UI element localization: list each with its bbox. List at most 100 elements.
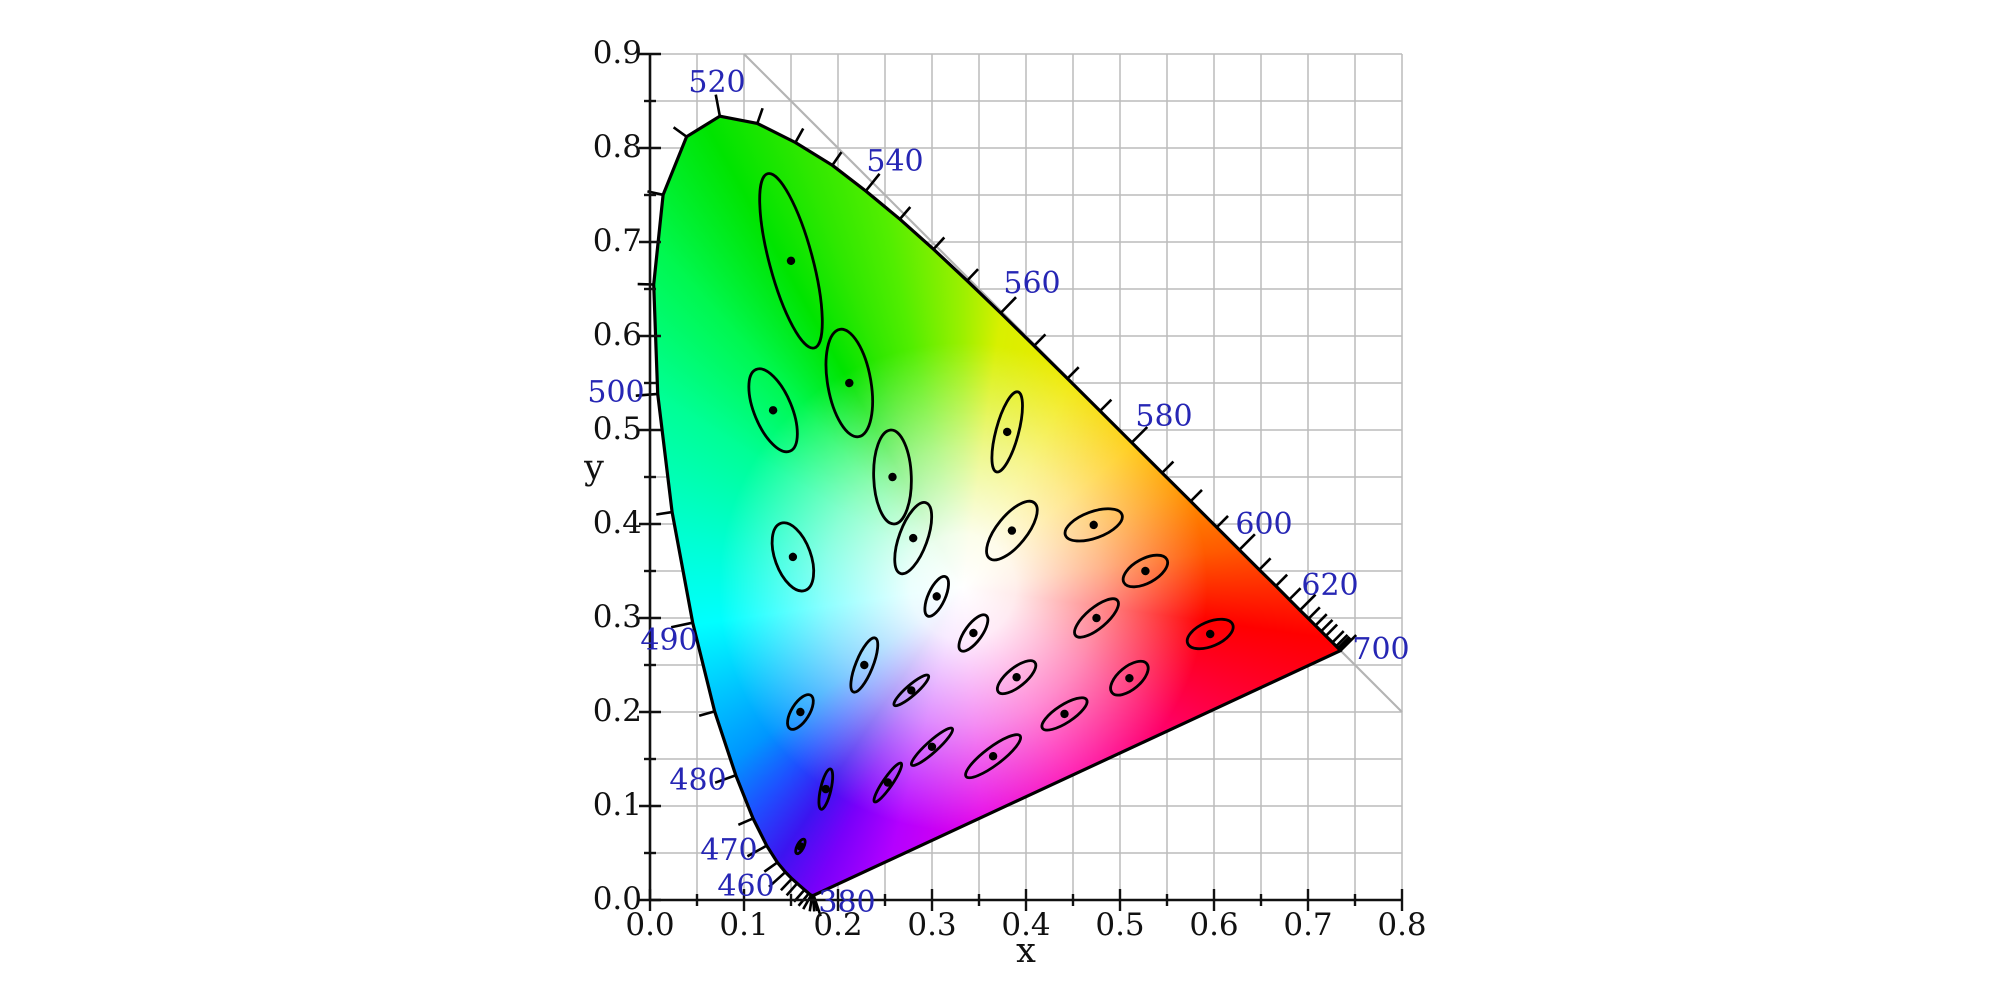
macadam-ellipse-group xyxy=(747,367,799,454)
wavelength-tick xyxy=(1339,634,1358,652)
wavelength-tick xyxy=(802,894,813,910)
ellipse-center-dot xyxy=(786,256,796,265)
macadam-ellipse-group xyxy=(817,767,835,811)
macadam-ellipse xyxy=(985,499,1039,562)
wavelength-label: 580 xyxy=(1135,399,1193,434)
macadam-ellipse-group xyxy=(872,428,913,526)
ellipse-center-dot xyxy=(1141,566,1150,576)
wavelength-tick xyxy=(746,844,768,858)
ellipse-center-dot xyxy=(845,378,854,388)
wavelength-label: 700 xyxy=(1352,632,1410,667)
ellipse-center-dot xyxy=(860,660,869,670)
wavelength-tick xyxy=(794,127,805,144)
macadam-ellipse-group xyxy=(909,726,955,767)
macadam-ellipse xyxy=(1063,507,1124,543)
wavelength-tick xyxy=(785,882,799,897)
wavelength-tick xyxy=(1324,623,1339,637)
y-tick-label: 0.3 xyxy=(592,599,642,635)
ellipse-center-dot xyxy=(821,784,830,794)
macadam-ellipse xyxy=(996,659,1038,696)
wavelength-label: 470 xyxy=(700,833,758,868)
x-tick-label: 0.8 xyxy=(1377,907,1427,943)
macadam-ellipse-group xyxy=(964,733,1023,780)
macadam-ellipse xyxy=(849,636,880,694)
x-tick-label: 0.1 xyxy=(719,907,769,943)
macadam-ellipse-group xyxy=(1109,659,1150,697)
ellipse-center-dot xyxy=(1060,709,1069,719)
macadam-ellipse xyxy=(964,733,1023,780)
y-tick-label: 0.2 xyxy=(592,693,642,729)
ellipse-center-dot xyxy=(888,472,897,482)
macadam-ellipse-group xyxy=(770,521,816,593)
wavelength-tick xyxy=(831,151,843,167)
macadam-ellipse xyxy=(747,367,799,454)
wavelength-tick xyxy=(1335,633,1349,648)
x-axis-title: x xyxy=(1016,931,1036,971)
ellipse-center-dot xyxy=(1092,613,1101,623)
wavelength-tick xyxy=(898,206,912,221)
macadam-ellipse xyxy=(770,521,816,593)
macadam-ellipse-group xyxy=(990,390,1024,474)
macadam-ellipse-group xyxy=(892,673,931,708)
wavelength-tick xyxy=(1274,573,1289,587)
macadam-ellipse-group xyxy=(794,837,807,856)
macadam-ellipse xyxy=(1040,696,1089,732)
ellipse-center-dot xyxy=(988,752,998,761)
wavelength-tick xyxy=(1307,606,1321,620)
macadam-ellipse-group xyxy=(1185,617,1235,651)
x-tick-label: 0.4 xyxy=(1001,907,1051,943)
x-tick-label: 0.3 xyxy=(907,907,957,943)
wavelength-tick xyxy=(1099,398,1113,412)
wavelength-label: 520 xyxy=(688,65,746,100)
macadam-ellipse xyxy=(1121,553,1170,589)
wavelength-tick xyxy=(763,861,779,873)
macadam-ellipse xyxy=(824,327,874,439)
y-axis-title: y xyxy=(584,448,604,488)
ellipse-center-dot xyxy=(1089,520,1098,530)
wavelength-tick xyxy=(1337,635,1351,649)
wavelength-tick xyxy=(1130,426,1149,444)
wavelength-label: 540 xyxy=(866,144,924,179)
macadam-ellipse xyxy=(892,673,931,708)
ellipse-center-dot xyxy=(1012,673,1021,682)
ellipse-center-dot xyxy=(969,628,978,638)
wavelength-tick xyxy=(656,510,673,516)
wavelength-tick xyxy=(737,817,754,827)
wavelength-tick xyxy=(1288,587,1302,601)
macadam-ellipse-group xyxy=(923,575,950,618)
y-tick-label: 0.4 xyxy=(592,505,642,541)
macadam-ellipse xyxy=(1185,617,1235,651)
macadam-ellipse-group xyxy=(849,636,880,694)
wavelength-label: 490 xyxy=(640,623,698,658)
y-tick-label: 0.6 xyxy=(592,317,642,353)
ellipse-center-dot xyxy=(1125,674,1134,683)
wavelength-tick xyxy=(1238,533,1256,551)
wavelength-label: 600 xyxy=(1235,507,1293,542)
y-tick-label: 0.7 xyxy=(592,223,642,259)
ellipse-center-dot xyxy=(1007,526,1017,535)
wavelength-tick xyxy=(1215,515,1229,529)
macadam-ellipse-group xyxy=(996,659,1038,696)
wavelength-tick xyxy=(1189,489,1203,503)
macadam-ellipse xyxy=(990,390,1024,474)
ellipse-center-dot xyxy=(927,742,937,751)
wavelength-tick xyxy=(698,710,715,717)
macadam-ellipse-group xyxy=(1073,597,1120,639)
wavelength-tick xyxy=(808,895,814,912)
ellipse-center-dot xyxy=(1003,427,1012,437)
wavelength-tick xyxy=(932,236,946,251)
spectral-locus-outline xyxy=(652,114,1343,898)
ellipse-center-dot xyxy=(788,552,798,562)
y-tick-label: 0.8 xyxy=(592,129,642,165)
macadam-ellipse-group xyxy=(824,327,874,439)
wavelength-tick xyxy=(1066,366,1080,380)
ellipse-center-dot xyxy=(768,406,778,415)
macadam-ellipse xyxy=(817,767,835,811)
macadam-ellipse-group xyxy=(1121,553,1170,589)
x-tick-label: 0.2 xyxy=(813,907,863,943)
wavelength-tick xyxy=(1338,637,1352,651)
macadam-ellipse-group xyxy=(985,499,1039,562)
